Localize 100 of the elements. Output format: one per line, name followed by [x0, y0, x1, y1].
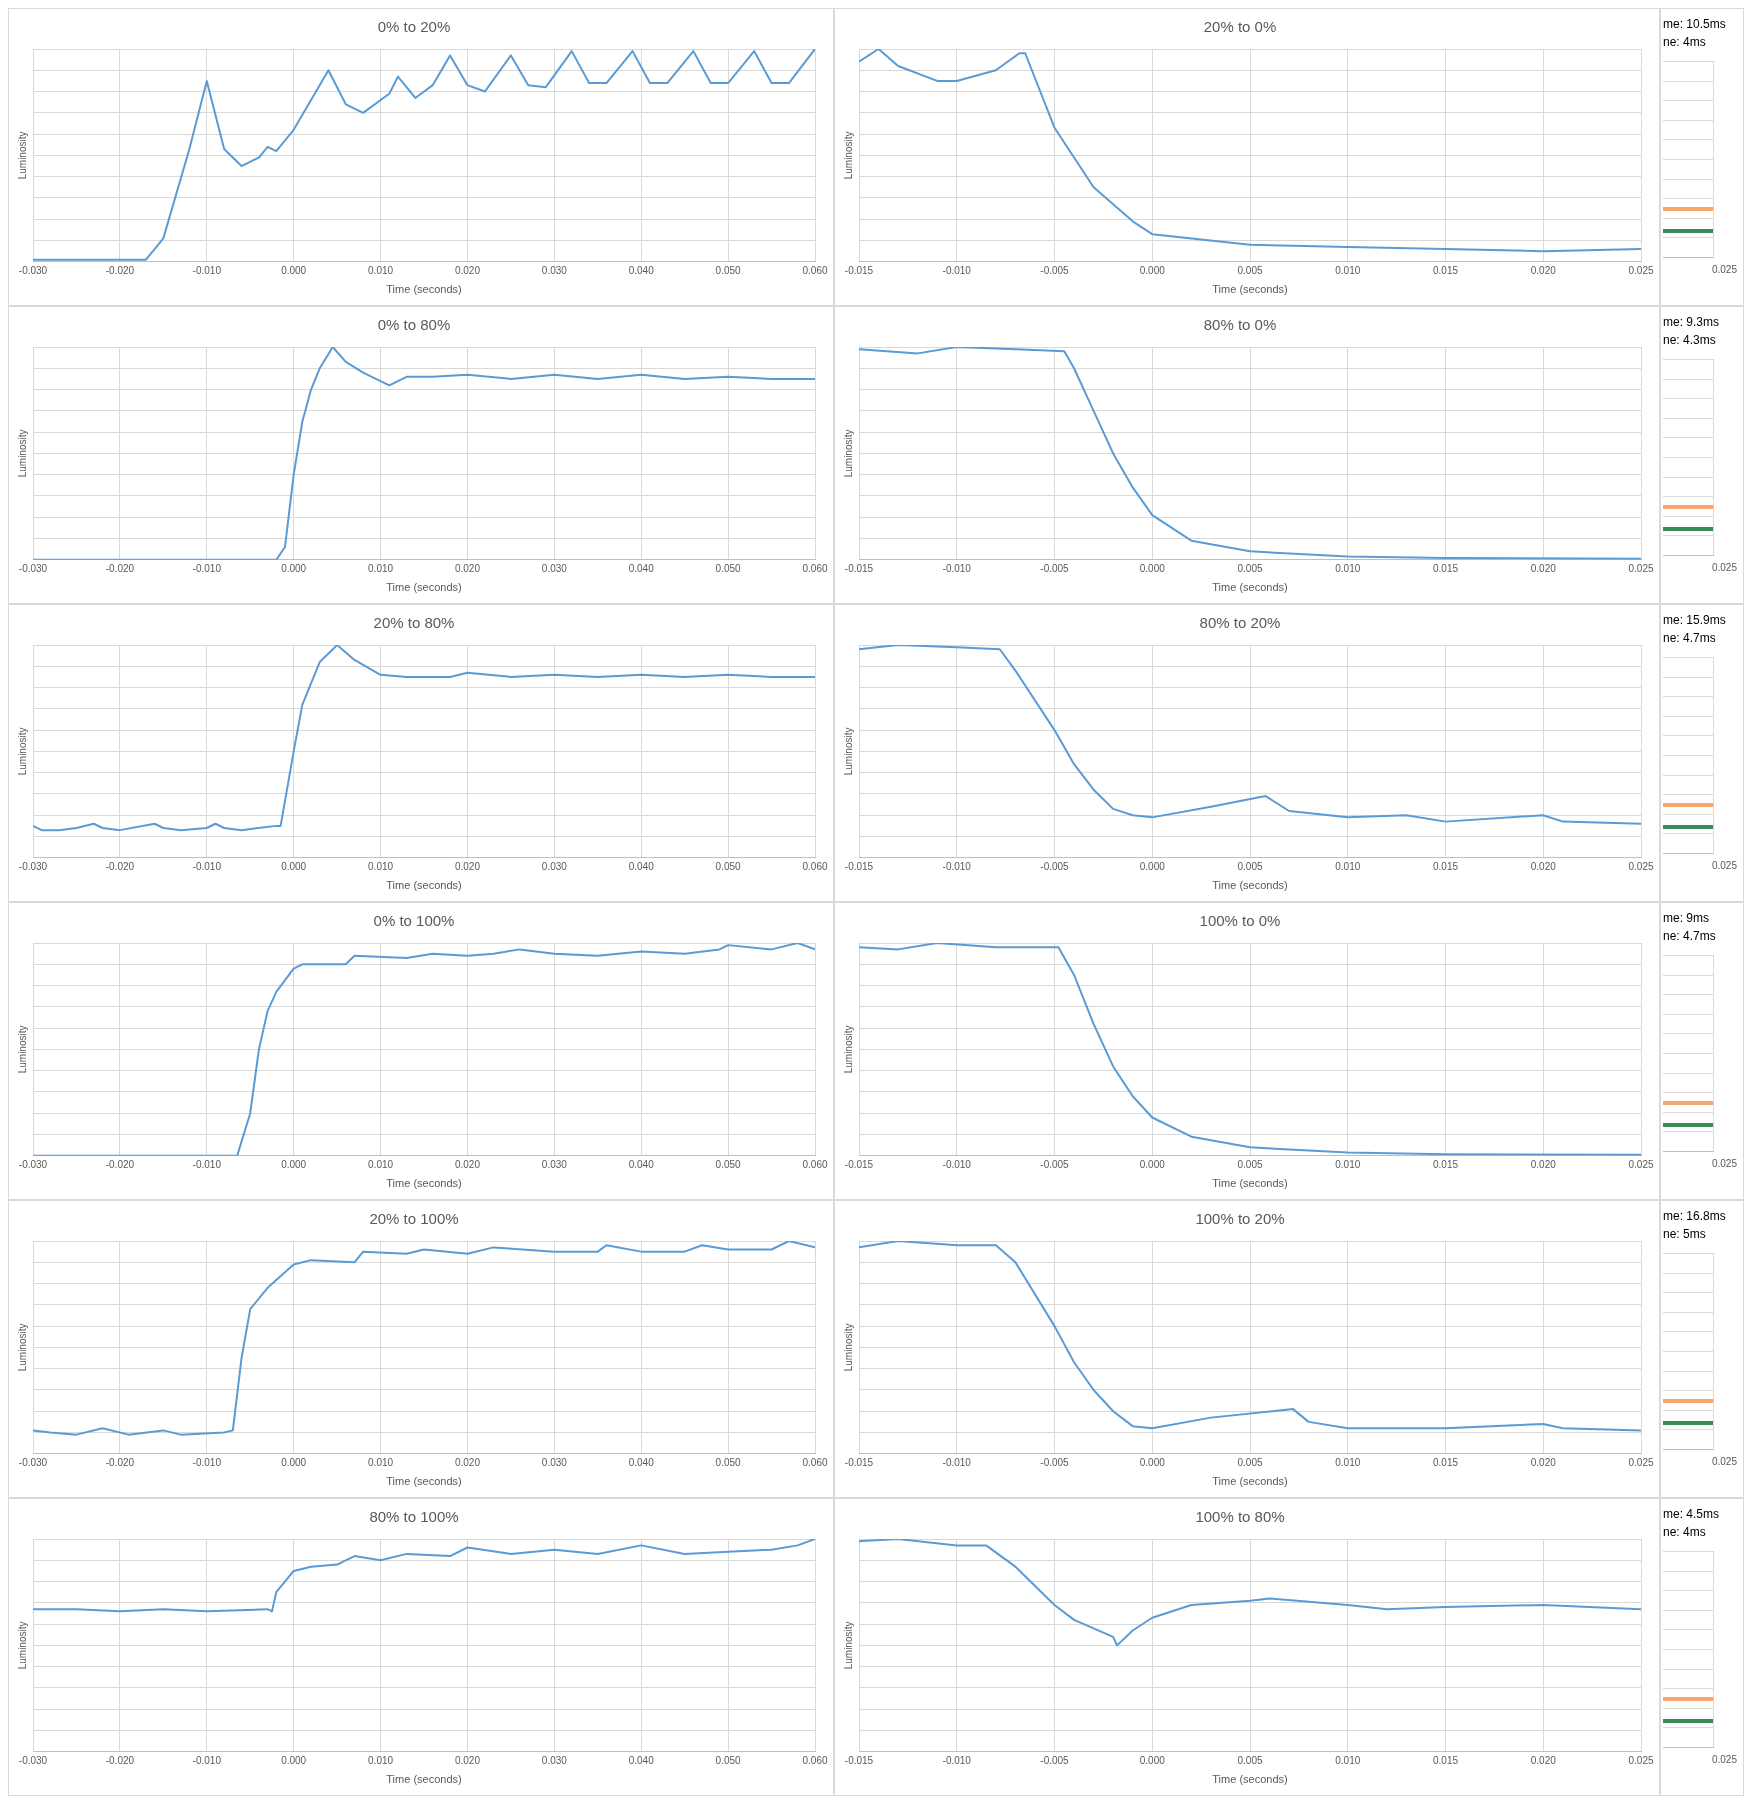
x-tick-label: 0.005: [1237, 1456, 1263, 1468]
x-axis-title: Time (seconds): [1212, 283, 1288, 296]
x-tick-label: 0.005: [1237, 562, 1263, 574]
x-tick-label: -0.015: [844, 1456, 874, 1468]
x-tick-label: 0.000: [1139, 1456, 1166, 1468]
text: ne: 4.7ms: [1663, 928, 1717, 945]
text: ne: 4ms: [1663, 1524, 1707, 1541]
chart-title: 80% to 20%: [1199, 614, 1281, 632]
x-tick-label: 0.040: [628, 1754, 655, 1766]
x-tick-label: 0.050: [715, 1456, 742, 1468]
x-tick-label: -0.010: [192, 860, 222, 872]
x-tick-label: -0.005: [1040, 1754, 1070, 1766]
y-axis-title: Luminosity: [16, 429, 28, 478]
x-tick-label: 0.025: [1628, 860, 1654, 872]
text: ne: 4ms: [1663, 34, 1707, 51]
x-tick-label: 0.010: [1335, 1456, 1361, 1468]
x-axis-title: Time (seconds): [386, 1177, 462, 1190]
x-tick-label: -0.005: [1040, 1158, 1070, 1170]
x-tick-label: -0.010: [942, 264, 972, 276]
text: ne: 4.3ms: [1663, 332, 1717, 349]
x-tick-label: 0.010: [1335, 264, 1361, 276]
x-tick-label: -0.010: [942, 1754, 972, 1766]
y-axis-title: Luminosity: [842, 1025, 854, 1074]
x-axis-title: Time (seconds): [386, 581, 462, 594]
x-tick-label: 0.000: [1139, 860, 1166, 872]
x-tick-label: 0.040: [628, 562, 655, 574]
x-tick-label: 0.040: [628, 1158, 655, 1170]
x-tick-label: -0.020: [105, 1158, 135, 1170]
x-tick-label: 0.060: [802, 562, 828, 574]
y-axis-title: Luminosity: [842, 1323, 854, 1372]
text: ne: 5ms: [1663, 1226, 1707, 1243]
x-tick-label: 0.040: [628, 860, 655, 872]
x-tick-label: 0.020: [454, 1754, 481, 1766]
x-tick-label: -0.005: [1040, 860, 1070, 872]
y-axis-title: Luminosity: [842, 1621, 854, 1670]
x-tick-label: 0.030: [541, 860, 568, 872]
x-tick-label: 0.010: [368, 1754, 394, 1766]
x-tick-label: 0.010: [368, 1158, 394, 1170]
x-tick-label: 0.000: [281, 1158, 307, 1170]
text: me: 9.3ms: [1663, 314, 1720, 331]
x-tick-label: -0.030: [18, 1754, 48, 1766]
x-tick-label: 0.040: [628, 264, 655, 276]
x-tick-label: -0.010: [192, 1456, 222, 1468]
x-tick-label: -0.010: [192, 1754, 222, 1766]
x-axis-title: Time (seconds): [1212, 879, 1288, 892]
x-tick-label: 0.000: [281, 860, 307, 872]
x-tick-label: -0.010: [192, 562, 222, 574]
x-tick-label: 0.005: [1237, 860, 1263, 872]
x-tick-label: 0.030: [541, 1158, 568, 1170]
y-axis-title: Luminosity: [842, 131, 854, 180]
x-tick-label: -0.010: [942, 860, 972, 872]
x-tick-label: -0.010: [942, 1158, 972, 1170]
x-tick-label: -0.030: [18, 1456, 48, 1468]
x-tick-label: 0.040: [628, 1456, 655, 1468]
x-tick-label: -0.020: [105, 1754, 135, 1766]
x-tick-label: 0.060: [802, 1456, 828, 1468]
x-tick-label: 0.000: [281, 1754, 307, 1766]
text: me: 16.8ms: [1663, 1208, 1727, 1225]
chart-title: 100% to 20%: [1195, 1210, 1285, 1228]
x-tick-label: 0.010: [368, 1456, 394, 1468]
x-tick-label: 0.020: [454, 1456, 481, 1468]
x-tick-label: 0.020: [1530, 264, 1557, 276]
x-axis-title: Time (seconds): [386, 879, 462, 892]
x-tick-label: -0.030: [18, 1158, 48, 1170]
x-tick-label: 0.010: [1335, 562, 1361, 574]
x-tick-label: 0.000: [281, 562, 307, 574]
x-axis-title: Time (seconds): [386, 1475, 462, 1488]
x-tick-label: -0.015: [844, 1754, 874, 1766]
x-tick-label: 0.025: [1628, 1158, 1654, 1170]
x-tick-label: 0.020: [454, 264, 481, 276]
text: me: 15.9ms: [1663, 612, 1727, 629]
x-tick-label: 0.015: [1432, 860, 1459, 872]
x-tick-label: 0.020: [454, 1158, 481, 1170]
x-tick-label: 0.060: [802, 860, 828, 872]
x-tick-label: 0.020: [454, 562, 481, 574]
x-tick-label: -0.005: [1040, 1456, 1070, 1468]
chart-title: 100% to 80%: [1195, 1508, 1285, 1526]
x-tick-label: 0.050: [715, 1754, 742, 1766]
chart-title: 20% to 80%: [373, 614, 455, 632]
x-tick-label: -0.030: [18, 860, 48, 872]
y-axis-title: Luminosity: [16, 1323, 28, 1372]
chart-title: 0% to 100%: [373, 912, 455, 930]
x-tick-label: 0.030: [541, 562, 568, 574]
x-tick-label: 0.050: [715, 1158, 742, 1170]
x-tick-label: 0.015: [1432, 1456, 1459, 1468]
x-tick-label: 0.020: [1530, 1158, 1557, 1170]
x-tick-label: 0.025: [1628, 264, 1654, 276]
x-tick-label: 0.010: [1335, 860, 1361, 872]
x-tick-label: 0.020: [1530, 562, 1557, 574]
x-tick-label: 0.015: [1432, 1754, 1459, 1766]
x-tick-label: 0.050: [715, 264, 742, 276]
text: me: 10.5ms: [1663, 16, 1727, 33]
x-tick-label: 0.060: [802, 1754, 828, 1766]
x-axis-title: Time (seconds): [1212, 581, 1288, 594]
x-tick-label: 0.020: [1530, 1754, 1557, 1766]
x-tick-label: -0.015: [844, 860, 874, 872]
x-tick-label: 0.010: [1335, 1754, 1361, 1766]
x-tick-label: 0.030: [541, 1754, 568, 1766]
x-tick-label: 0.005: [1237, 264, 1263, 276]
x-tick-label: 0.010: [1335, 1158, 1361, 1170]
